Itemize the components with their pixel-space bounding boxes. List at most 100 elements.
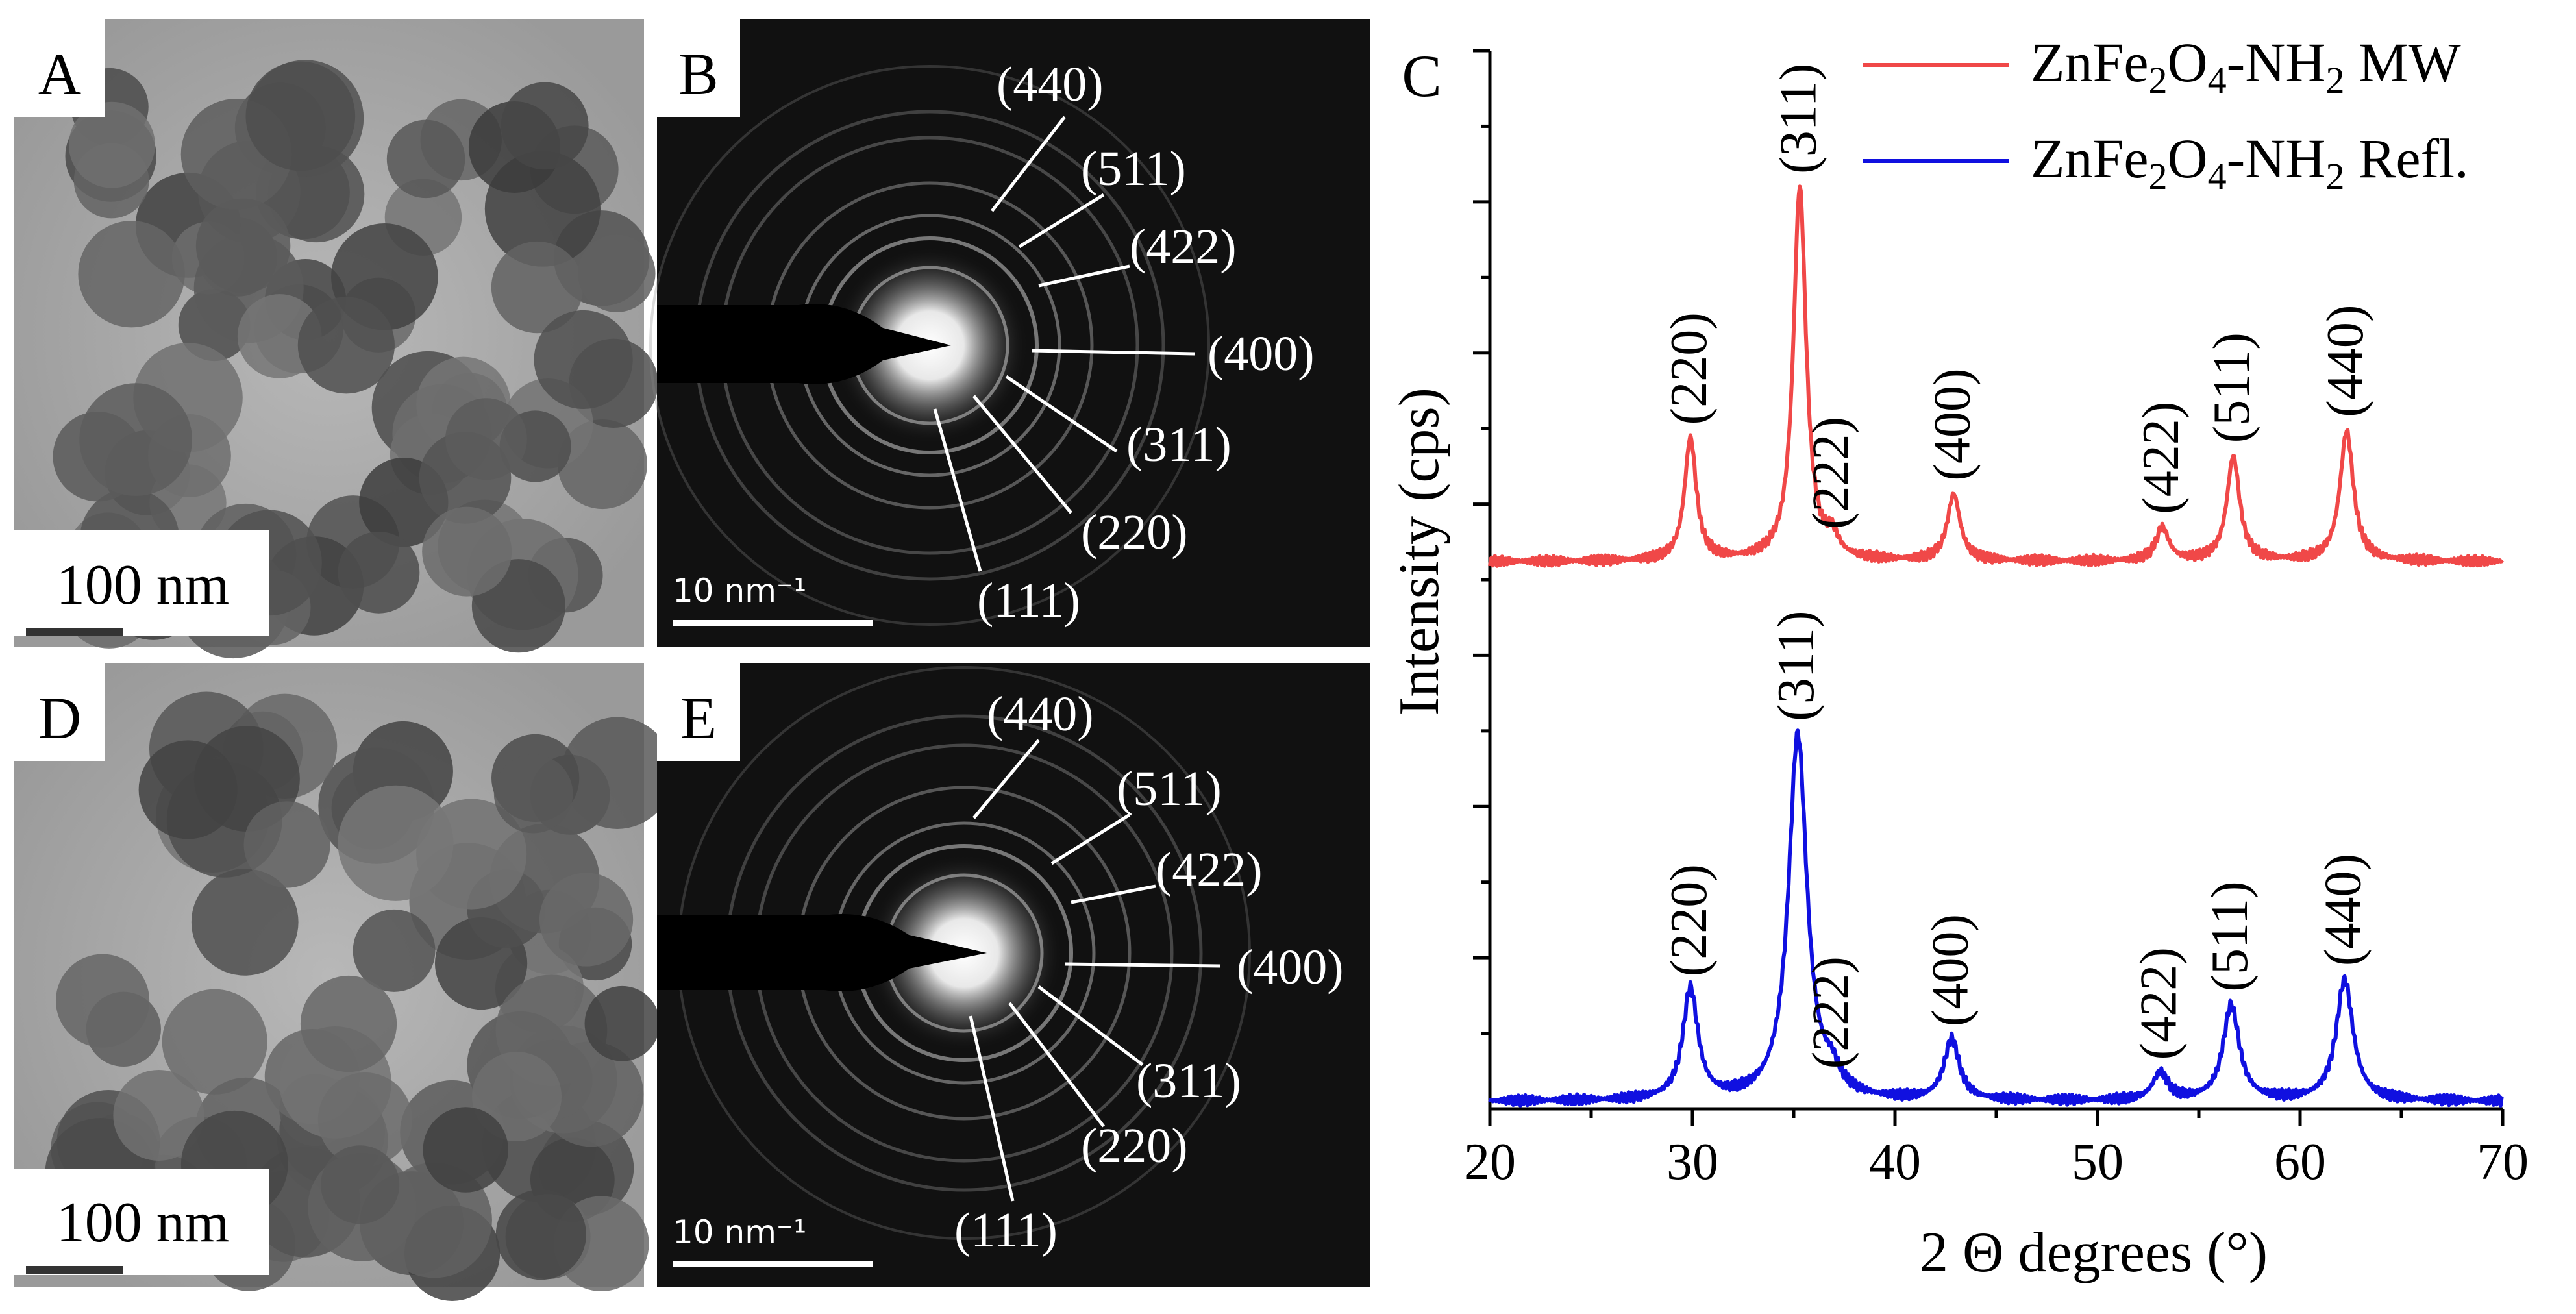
ring-label-400: (400) <box>1237 940 1344 995</box>
ring-label-440: (440) <box>987 687 1094 741</box>
ring-pointers-e <box>969 739 1221 1202</box>
panel-a: A 100 nm <box>14 19 658 659</box>
nanoparticle <box>338 531 420 614</box>
peak-label: (311) <box>1768 611 1825 721</box>
x-tick-label: 60 <box>2274 1134 2326 1191</box>
nanoparticle <box>68 101 155 188</box>
scale-bar-a <box>26 628 123 636</box>
peak-label: (222) <box>1802 417 1859 529</box>
xrd-chart-axes: 20 30 40 50 60 70 <box>1464 49 2529 1191</box>
nanoparticle <box>243 801 330 888</box>
nanoparticle <box>138 740 238 839</box>
x-axis-label: 2 Θ degrees (°) <box>1920 1221 2268 1284</box>
ring-label-111: (111) <box>977 573 1080 628</box>
panel-d-letter-box <box>14 663 105 761</box>
peak-label: (511) <box>2201 881 2259 991</box>
panel-e-letter: E <box>680 685 717 751</box>
nanoparticle-cluster-d <box>45 691 674 1301</box>
panel-e: E 10 nm⁻¹ (440) (511) (422) (400) (311) … <box>657 663 1370 1287</box>
nanoparticle <box>78 221 185 328</box>
ring-pointers-b <box>933 116 1195 572</box>
peak-label: (220) <box>1661 864 1718 976</box>
ring-label-422: (422) <box>1130 219 1237 274</box>
scale-bar-e <box>673 1261 873 1267</box>
xrd-chart-series <box>1488 184 2505 1108</box>
nanoparticle <box>79 383 193 497</box>
diffraction-rings-b <box>649 65 1210 626</box>
panel-b-letter-box <box>657 19 740 117</box>
x-tick-label: 30 <box>1666 1134 1718 1191</box>
nanoparticle <box>493 754 573 834</box>
peak-label: (440) <box>2317 305 2374 417</box>
ring-label-311: (311) <box>1136 1054 1241 1108</box>
nanoparticle <box>561 717 674 829</box>
nanoparticle <box>113 1069 204 1161</box>
x-tick-label: 70 <box>2477 1134 2529 1191</box>
ring-label-220: (220) <box>1081 1119 1188 1173</box>
panel-d: D 100 nm <box>14 663 674 1301</box>
peak-label: (422) <box>2133 402 2190 514</box>
panel-b: B 10 nm⁻¹ (440) (511) (422) (400) (311) … <box>649 19 1370 647</box>
ring-label-111: (111) <box>954 1203 1058 1258</box>
nanoparticle <box>534 310 633 410</box>
panel-e-letter-box <box>657 663 740 761</box>
nanoparticle <box>539 873 634 967</box>
nanoparticle <box>584 986 660 1061</box>
scale-bar-box-a <box>14 530 269 636</box>
panel-a-letter: A <box>38 41 81 107</box>
ring-label-511: (511) <box>1081 142 1186 196</box>
scale-bar-box-d <box>14 1169 269 1275</box>
panel-d-letter: D <box>38 685 81 751</box>
ring-label-422: (422) <box>1156 843 1263 897</box>
xrd-peak-labels: (220)(311)(222) (400) (422)(511) (440)(220)… <box>1661 64 2374 1069</box>
ring-label-400: (400) <box>1208 327 1315 381</box>
x-tick-label: 20 <box>1464 1134 1516 1191</box>
nanoparticle <box>245 61 356 171</box>
nanoparticle <box>321 1145 400 1224</box>
scale-bar-label-b: 10 nm⁻¹ <box>673 572 806 610</box>
nanoparticle <box>338 785 454 901</box>
peak-label: (422) <box>2131 947 2188 1060</box>
nanoparticle <box>495 1189 586 1280</box>
beam-stopper-b <box>657 304 951 384</box>
peak-label: (222) <box>1802 956 1859 1069</box>
nanoparticle <box>422 506 512 597</box>
nanoparticle <box>353 909 436 992</box>
nanoparticle <box>423 1107 508 1193</box>
nanoparticle <box>578 234 656 312</box>
nanoparticle <box>191 869 299 976</box>
ring-label-311: (311) <box>1126 417 1232 472</box>
ring-label-511: (511) <box>1117 762 1222 816</box>
panel-a-letter-box <box>14 19 105 117</box>
peak-label: (440) <box>2315 854 2372 966</box>
scale-bar-b <box>673 620 873 626</box>
peak-label: (400) <box>1924 368 1981 480</box>
nanoparticle <box>501 82 589 170</box>
beam-stopper-e <box>657 914 987 991</box>
series-line-mw <box>1488 184 2505 568</box>
ring-label-220: (220) <box>1081 505 1188 560</box>
panel-c-letter: C <box>1402 43 1441 109</box>
legend-label: ZnFe2O4-NH2 Refl. <box>2031 127 2469 197</box>
x-tick-label: 50 <box>2072 1134 2124 1191</box>
scale-bar-label-e: 10 nm⁻¹ <box>673 1213 806 1251</box>
panel-b-letter: B <box>678 41 718 107</box>
nanoparticle <box>162 989 267 1095</box>
y-axis-label: Intensity (cps) <box>1388 388 1451 716</box>
chart-legend: ZnFe2O4-NH2 MW ZnFe2O4-NH2 Refl. <box>1863 31 2469 197</box>
scale-bar-label-d: 100 nm <box>56 1191 229 1254</box>
scale-bar-d <box>26 1266 123 1274</box>
ring-labels-e: (440) (511) (422) (400) (311) (220) (111… <box>954 687 1344 1258</box>
nanoparticle <box>317 1072 412 1167</box>
series-line-refl <box>1488 728 2505 1108</box>
nanoparticle <box>300 975 397 1072</box>
ring-label-440: (440) <box>997 57 1104 112</box>
peak-label: (400) <box>1922 914 1979 1026</box>
nanoparticle <box>55 954 150 1048</box>
panel-c: C 20 30 40 50 60 70 (220) (311) (222) (400) (422)… <box>1388 31 2529 1284</box>
nanoparticle <box>445 398 527 480</box>
peak-label: (220) <box>1661 312 1718 425</box>
scale-bar-label-a: 100 nm <box>56 554 229 617</box>
peak-label: (511) <box>2203 332 2260 443</box>
